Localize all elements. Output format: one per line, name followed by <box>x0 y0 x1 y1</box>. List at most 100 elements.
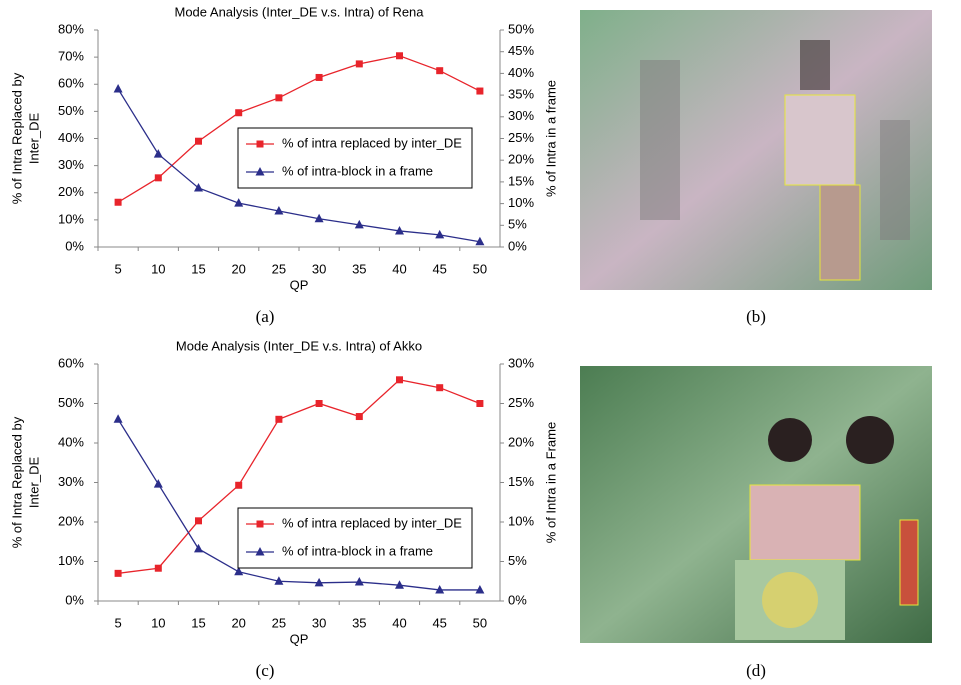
marker <box>114 198 122 206</box>
y-tick-label: 50% <box>58 103 84 118</box>
x-tick-label: 20 <box>231 615 245 630</box>
marker <box>153 479 163 488</box>
marker <box>355 413 363 421</box>
marker <box>315 400 323 407</box>
marker <box>255 167 265 176</box>
marker <box>354 577 364 586</box>
marker <box>395 580 404 589</box>
x-tick-label: 30 <box>312 261 326 276</box>
y-tick-label: 40% <box>58 434 84 449</box>
marker <box>354 219 364 229</box>
y-tick-label: 60% <box>58 76 84 91</box>
legend-label: % of intra-block in a frame <box>282 543 433 558</box>
photo-d <box>580 366 932 643</box>
y2-tick-label: 30% <box>508 108 534 123</box>
y-tick-label: 60% <box>58 355 84 370</box>
marker <box>436 67 444 75</box>
x-tick-label: 10 <box>151 261 165 276</box>
y2-tick-label: 20% <box>508 434 534 449</box>
x-tick-label: 40 <box>392 261 406 276</box>
marker <box>314 213 324 223</box>
y-axis-label: % of Intra Replaced by <box>9 72 24 204</box>
legend-label: % of intra replaced by inter_DE <box>282 135 462 150</box>
series-line <box>118 379 481 574</box>
y-tick-label: 0% <box>65 592 84 607</box>
chart-title: Mode Analysis (Inter_DE v.s. Intra) of A… <box>176 338 422 353</box>
y-tick-label: 20% <box>58 513 84 528</box>
y-tick-label: 10% <box>58 553 84 568</box>
marker <box>234 566 244 576</box>
y-tick-label: 80% <box>58 21 84 36</box>
legend-label: % of intra replaced by inter_DE <box>282 515 462 530</box>
marker <box>314 577 324 587</box>
marker <box>154 564 162 572</box>
y2-tick-label: 35% <box>508 87 534 102</box>
x-tick-label: 25 <box>272 261 286 276</box>
x-tick-label: 45 <box>432 261 446 276</box>
marker <box>153 149 163 158</box>
chart-title: Mode Analysis (Inter_DE v.s. Intra) of R… <box>174 4 424 19</box>
y-tick-label: 70% <box>58 49 84 64</box>
y2-tick-label: 5% <box>508 553 527 568</box>
marker <box>275 94 283 102</box>
x-tick-label: 20 <box>231 261 245 276</box>
y2-tick-label: 30% <box>508 355 534 370</box>
x-tick-label: 35 <box>352 261 366 276</box>
caption: (d) <box>746 661 766 680</box>
y2-axis-label: % of Intra in a frame <box>543 80 558 197</box>
y2-tick-label: 20% <box>508 152 534 167</box>
marker <box>436 384 444 392</box>
x-tick-label: 25 <box>272 615 286 630</box>
marker <box>274 576 284 585</box>
marker <box>396 376 403 384</box>
x-tick-label: 5 <box>114 261 121 276</box>
caption: (a) <box>256 307 275 326</box>
y2-tick-label: 25% <box>508 395 534 410</box>
marker <box>235 481 243 489</box>
x-tick-label: 5 <box>114 615 121 630</box>
marker <box>194 543 203 553</box>
marker <box>476 400 484 407</box>
y2-tick-label: 10% <box>508 513 534 528</box>
y-tick-label: 50% <box>58 395 84 410</box>
marker <box>256 520 264 528</box>
y2-axis-label: % of Intra in a Frame <box>543 422 558 543</box>
y2-tick-label: 40% <box>508 65 534 80</box>
y2-tick-label: 0% <box>508 592 527 607</box>
marker <box>435 229 445 239</box>
marker <box>113 84 123 93</box>
x-tick-label: 40 <box>392 615 406 630</box>
marker <box>275 415 283 423</box>
marker <box>475 236 485 246</box>
y-tick-label: 10% <box>58 211 84 226</box>
x-tick-label: 50 <box>473 261 487 276</box>
y-axis-label: Inter_DE <box>26 113 41 165</box>
y2-tick-label: 45% <box>508 43 534 58</box>
marker <box>475 584 485 594</box>
y2-tick-label: 5% <box>508 217 527 232</box>
legend-box <box>237 127 473 189</box>
marker <box>315 73 323 81</box>
y2-tick-label: 0% <box>508 238 527 253</box>
x-tick-label: 15 <box>191 261 205 276</box>
marker <box>355 60 363 68</box>
photo-b <box>580 10 932 290</box>
marker <box>194 182 203 192</box>
y-axis-label: Inter_DE <box>26 457 41 509</box>
y2-tick-label: 10% <box>508 195 534 210</box>
legend-label: % of intra-block in a frame <box>282 163 433 178</box>
y-tick-label: 40% <box>58 130 84 145</box>
y2-tick-label: 50% <box>508 21 534 36</box>
x-tick-label: 15 <box>191 615 205 630</box>
marker <box>113 414 123 423</box>
series-line <box>117 418 480 591</box>
y-tick-label: 0% <box>65 238 84 253</box>
caption: (b) <box>746 307 766 326</box>
marker <box>395 225 404 235</box>
x-tick-label: 50 <box>473 615 487 630</box>
marker <box>476 87 484 95</box>
x-tick-label: 30 <box>312 615 326 630</box>
marker <box>114 569 122 577</box>
